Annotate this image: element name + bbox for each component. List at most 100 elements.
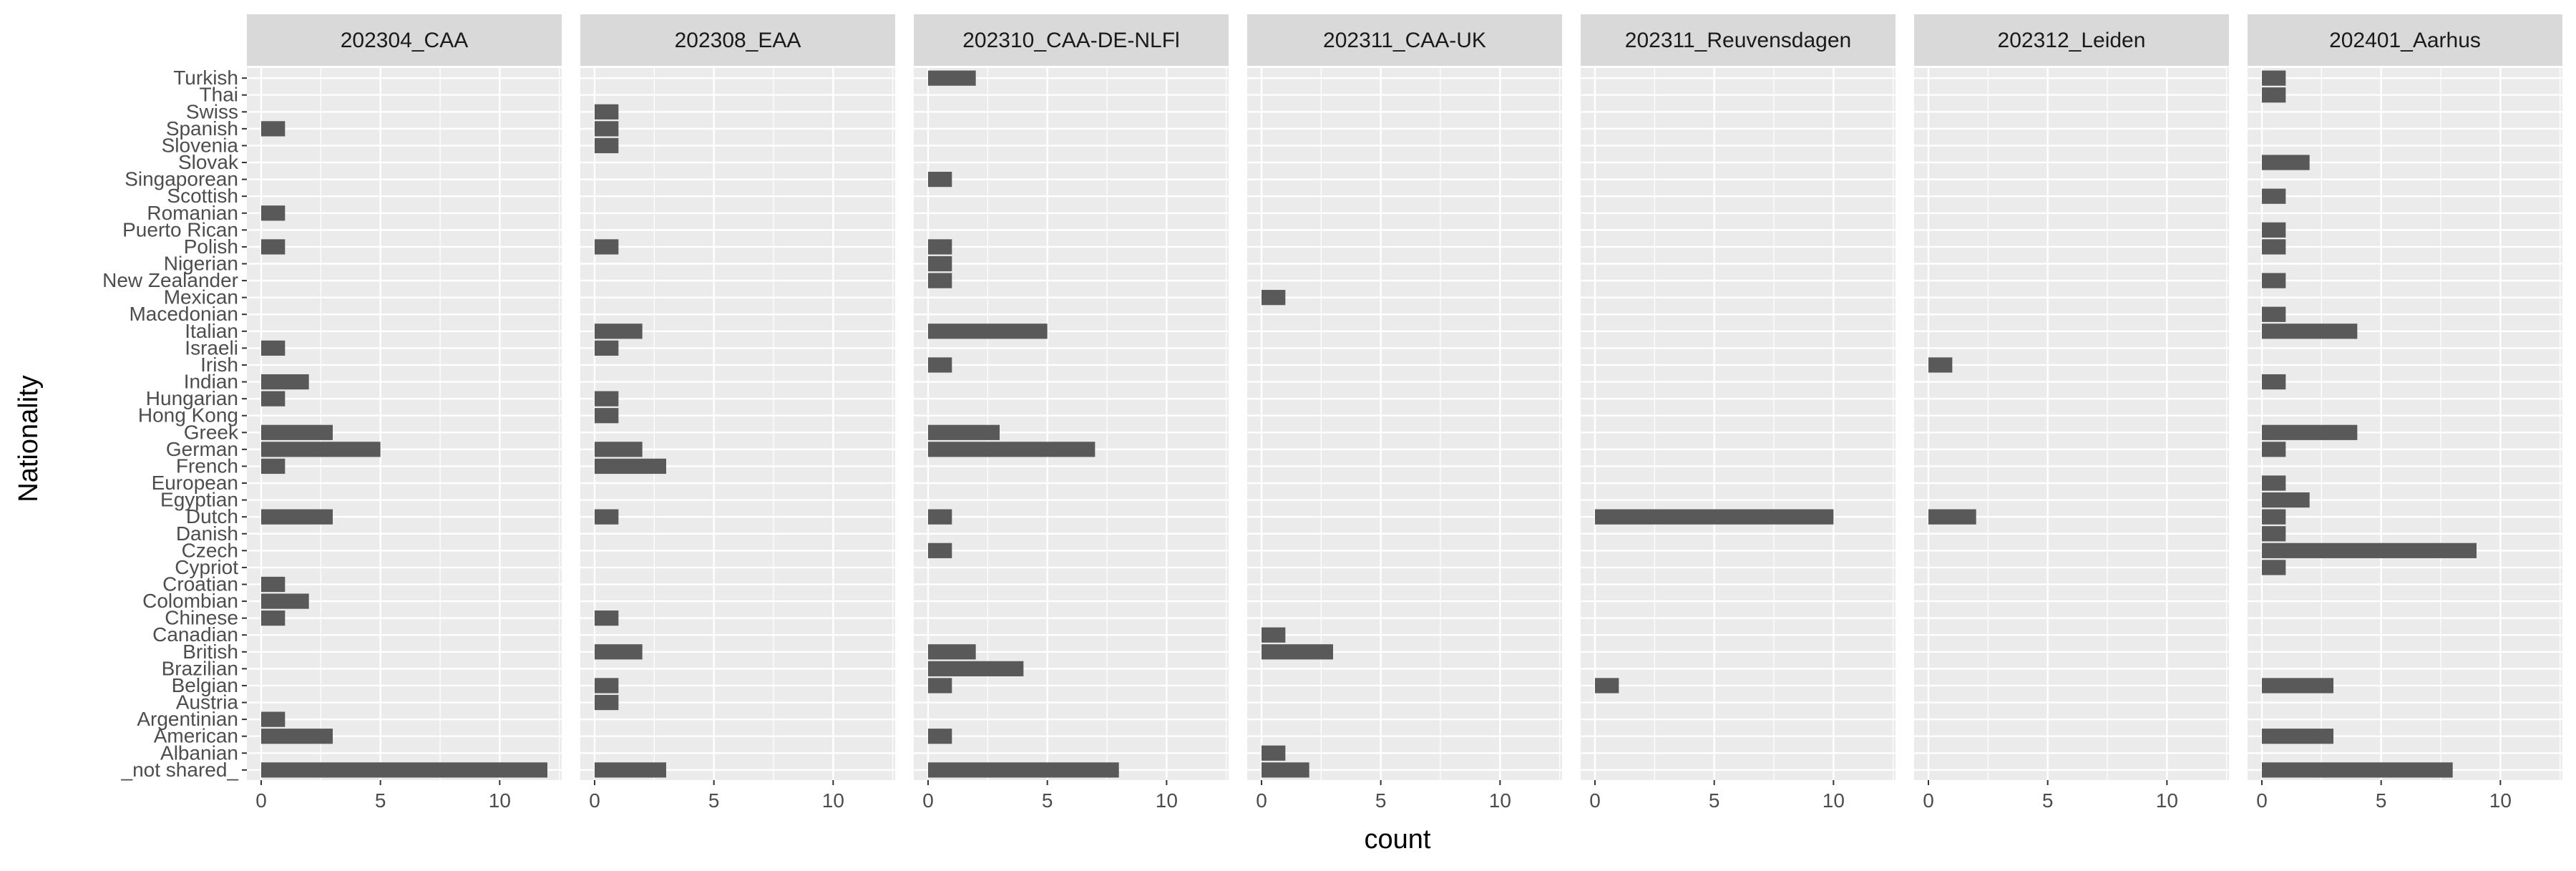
facet-strip-label: 202311_CAA-UK	[1323, 29, 1486, 52]
bar	[261, 442, 381, 457]
x-tick-label: 5	[1042, 789, 1053, 812]
bar	[928, 678, 952, 694]
y-tick-label: Canadian	[152, 623, 238, 646]
y-tick-label: Slovenia	[162, 134, 239, 156]
bar	[595, 121, 619, 137]
y-tick-label: Greek	[184, 421, 239, 443]
x-tick-label: 5	[1709, 789, 1720, 812]
facet-panel: 202310_CAA-DE-NLFl 0 5 10	[914, 14, 1229, 812]
bar	[2262, 70, 2286, 86]
bar	[928, 661, 1024, 676]
x-tick-label: 0	[2256, 789, 2268, 812]
bar	[595, 340, 619, 356]
y-tick-label: Italian	[185, 320, 238, 342]
bar	[261, 239, 286, 255]
bar	[2262, 374, 2286, 390]
bar	[261, 762, 547, 778]
facet-strip	[1914, 14, 2229, 66]
y-tick-label: Macedonian	[129, 303, 238, 325]
bar	[261, 576, 286, 593]
x-tick-label: 0	[922, 789, 934, 812]
x-tick-label: 0	[1256, 789, 1267, 812]
bar	[928, 729, 952, 744]
x-tick-label: 5	[2042, 789, 2054, 812]
y-tick-label: Romanian	[147, 202, 238, 224]
y-tick-label: French	[176, 454, 238, 477]
bar	[2262, 560, 2286, 575]
bar	[928, 357, 952, 373]
x-tick-label: 5	[1375, 789, 1387, 812]
panel-background	[1581, 68, 1896, 780]
bar	[928, 70, 976, 86]
y-tick-label: British	[182, 641, 238, 663]
facet-strip	[580, 14, 895, 66]
bar	[928, 542, 952, 558]
x-tick-label: 10	[822, 789, 844, 812]
y-tick-label: Irish	[200, 354, 238, 376]
bar	[595, 610, 619, 626]
panel-background	[580, 68, 895, 780]
bar	[2262, 87, 2286, 103]
bar	[2262, 188, 2286, 204]
bar	[1262, 644, 1333, 660]
y-tick-label: Hungarian	[146, 387, 238, 409]
bar	[595, 442, 643, 457]
bar	[261, 458, 286, 475]
bar	[928, 172, 952, 188]
bar	[1262, 627, 1286, 643]
bar	[1928, 509, 1976, 525]
y-tick-label: Swiss	[186, 100, 238, 122]
y-tick-label: Egyptian	[160, 489, 238, 511]
facet-panel: 202304_CAA 0 5 10	[247, 14, 562, 812]
x-tick-label: 0	[255, 789, 267, 812]
y-tick-label: Indian	[184, 371, 238, 393]
x-tick-label: 0	[1923, 789, 1934, 812]
bar	[595, 458, 666, 475]
bar	[928, 323, 1048, 339]
bar	[2262, 542, 2477, 558]
y-tick-label: Dutch	[186, 505, 238, 527]
y-tick-label: German	[166, 438, 238, 460]
x-tick-label: 10	[1156, 789, 1178, 812]
y-tick-label: Brazilian	[162, 657, 238, 679]
bar	[261, 729, 333, 744]
bar	[928, 256, 952, 272]
facet-strip	[914, 14, 1229, 66]
y-tick-label: New Zealander	[102, 269, 238, 291]
facet-panel: 202401_Aarhus 0 5 10	[2248, 14, 2562, 812]
x-tick-label: 10	[1823, 789, 1845, 812]
x-axis-title: count	[1365, 824, 1431, 855]
facet-strip	[1581, 14, 1896, 66]
bar	[2262, 222, 2286, 238]
bar	[261, 374, 309, 390]
facet-strip-label: 202308_EAA	[675, 29, 801, 52]
bar	[595, 678, 619, 694]
bar	[1595, 509, 1834, 525]
bar	[928, 424, 1000, 440]
y-tick-label: Singaporean	[125, 168, 238, 190]
bar	[261, 391, 286, 407]
bar	[261, 424, 333, 440]
bar	[2262, 526, 2286, 542]
y-tick-label: Puerto Rican	[122, 218, 238, 240]
bar	[928, 273, 952, 288]
bar	[928, 239, 952, 255]
bar	[2262, 273, 2286, 288]
facet-strip-label: 202311_Reuvensdagen	[1625, 29, 1851, 52]
bar	[2262, 424, 2358, 440]
y-tick-label: American	[154, 725, 238, 747]
bar	[261, 205, 286, 221]
bar	[261, 340, 286, 356]
y-tick-label: Cypriot	[175, 556, 238, 578]
bar	[595, 408, 619, 424]
panel-background	[1247, 68, 1562, 780]
facet-strip	[2248, 14, 2562, 66]
y-tick-label: Hong Kong	[138, 404, 238, 427]
y-tick-label: Argentinian	[137, 708, 238, 730]
facet-strip-label: 202312_Leiden	[1998, 29, 2146, 52]
y-tick-label: Colombian	[142, 590, 238, 612]
bar	[928, 644, 976, 660]
y-tick-label: _not shared_	[121, 759, 239, 781]
